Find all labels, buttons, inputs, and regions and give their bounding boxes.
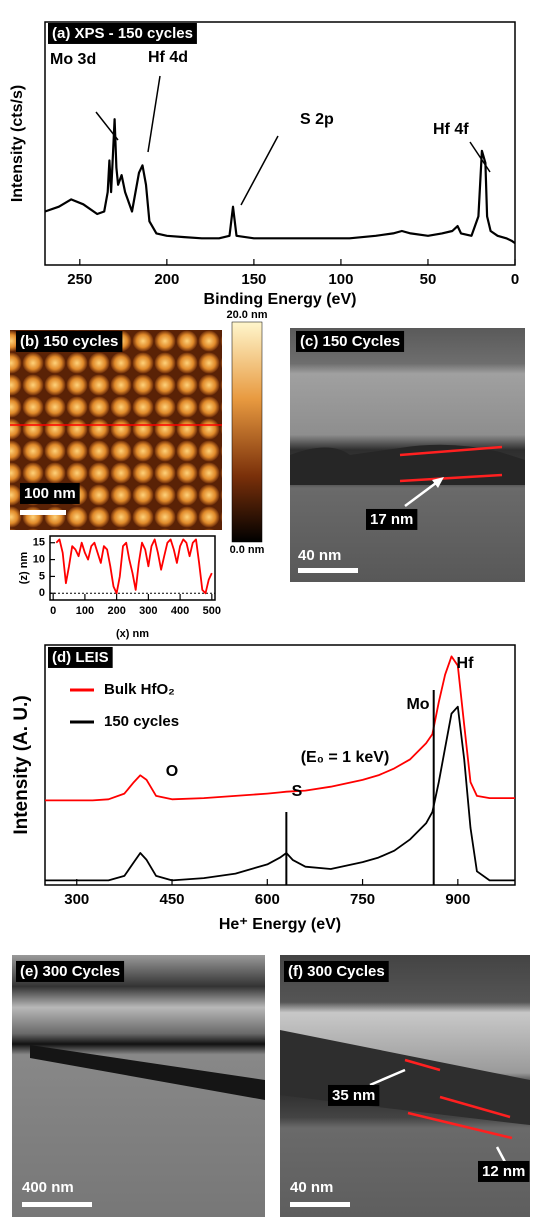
x-tick-label: 400 bbox=[171, 605, 189, 617]
x-tick-label: 600 bbox=[255, 891, 280, 908]
x-tick-label: 100 bbox=[328, 271, 353, 288]
annotation: Hf 4f bbox=[433, 121, 469, 138]
panel-label: (b) 150 cycles bbox=[20, 333, 118, 350]
annotation: S 2p bbox=[300, 111, 334, 128]
x-tick-label: 0 bbox=[511, 271, 519, 288]
x-tick-label: 300 bbox=[139, 605, 157, 617]
scale-label: 400 nm bbox=[22, 1179, 74, 1196]
y-tick-label: 15 bbox=[33, 537, 45, 549]
x-tick-label: 450 bbox=[160, 891, 185, 908]
scale-label: 40 nm bbox=[298, 547, 341, 564]
chart-title: (d) LEIS bbox=[52, 649, 109, 666]
panel-label: (e) 300 Cycles bbox=[20, 963, 120, 980]
x-tick-label: 200 bbox=[107, 605, 125, 617]
colorbar-label: 0.0 nm bbox=[230, 544, 265, 556]
x-tick-label: 100 bbox=[76, 605, 94, 617]
annotation: 35 nm bbox=[332, 1087, 375, 1104]
plot-frame bbox=[50, 536, 215, 600]
y-tick-label: 0 bbox=[39, 587, 45, 599]
x-tick-label: 500 bbox=[203, 605, 221, 617]
annotation: (E₀ = 1 keV) bbox=[301, 749, 390, 766]
y-tick-label: 10 bbox=[33, 553, 45, 565]
leader bbox=[148, 76, 160, 152]
legend-label: Bulk HfO₂ bbox=[104, 681, 175, 698]
colorbar bbox=[232, 322, 262, 542]
leader bbox=[241, 136, 278, 205]
annotation: Hf 4d bbox=[148, 49, 188, 66]
x-tick-label: 150 bbox=[241, 271, 266, 288]
annotation: S bbox=[292, 783, 303, 800]
annotation: Hf bbox=[457, 655, 475, 672]
x-axis-label: He⁺ Energy (eV) bbox=[219, 916, 341, 933]
x-tick-label: 50 bbox=[420, 271, 437, 288]
x-tick-label: 200 bbox=[154, 271, 179, 288]
y-axis-label: Intensity (cts/s) bbox=[9, 85, 26, 202]
x-axis-label: Binding Energy (eV) bbox=[204, 291, 357, 308]
x-axis-label: (x) nm bbox=[116, 628, 149, 640]
x-tick-label: 0 bbox=[50, 605, 56, 617]
scale-label: 40 nm bbox=[290, 1179, 333, 1196]
data-line bbox=[45, 707, 515, 881]
x-tick-label: 750 bbox=[350, 891, 375, 908]
x-tick-label: 900 bbox=[445, 891, 470, 908]
annotation: 12 nm bbox=[482, 1163, 525, 1180]
data-line bbox=[56, 539, 212, 593]
legend-label: 150 cycles bbox=[104, 713, 179, 730]
scale-bar bbox=[290, 1202, 350, 1207]
y-tick-label: 5 bbox=[39, 570, 45, 582]
y-axis-label: (z) nm bbox=[18, 552, 30, 585]
scale-bar bbox=[22, 1202, 92, 1207]
annotation: Mo bbox=[406, 696, 429, 713]
panel-label: (f) 300 Cycles bbox=[288, 963, 385, 980]
annotation: Mo 3d bbox=[50, 51, 96, 68]
annotation: O bbox=[166, 763, 178, 780]
chart-title: (a) XPS - 150 cycles bbox=[52, 25, 193, 42]
figure: (b) 150 cycles 100 nm 20.0 nm 0.0 nm (c)… bbox=[0, 0, 536, 1217]
annotation: 17 nm bbox=[370, 511, 413, 528]
film bbox=[290, 445, 525, 485]
colorbar-label: 20.0 nm bbox=[227, 309, 268, 321]
scale-bar bbox=[20, 510, 66, 515]
x-tick-label: 250 bbox=[67, 271, 92, 288]
scale-label: 100 nm bbox=[24, 485, 76, 502]
panel-label: (c) 150 Cycles bbox=[300, 333, 400, 350]
x-tick-label: 300 bbox=[64, 891, 89, 908]
scale-bar bbox=[298, 568, 358, 573]
y-axis-label: Intensity (A. U.) bbox=[11, 695, 32, 834]
